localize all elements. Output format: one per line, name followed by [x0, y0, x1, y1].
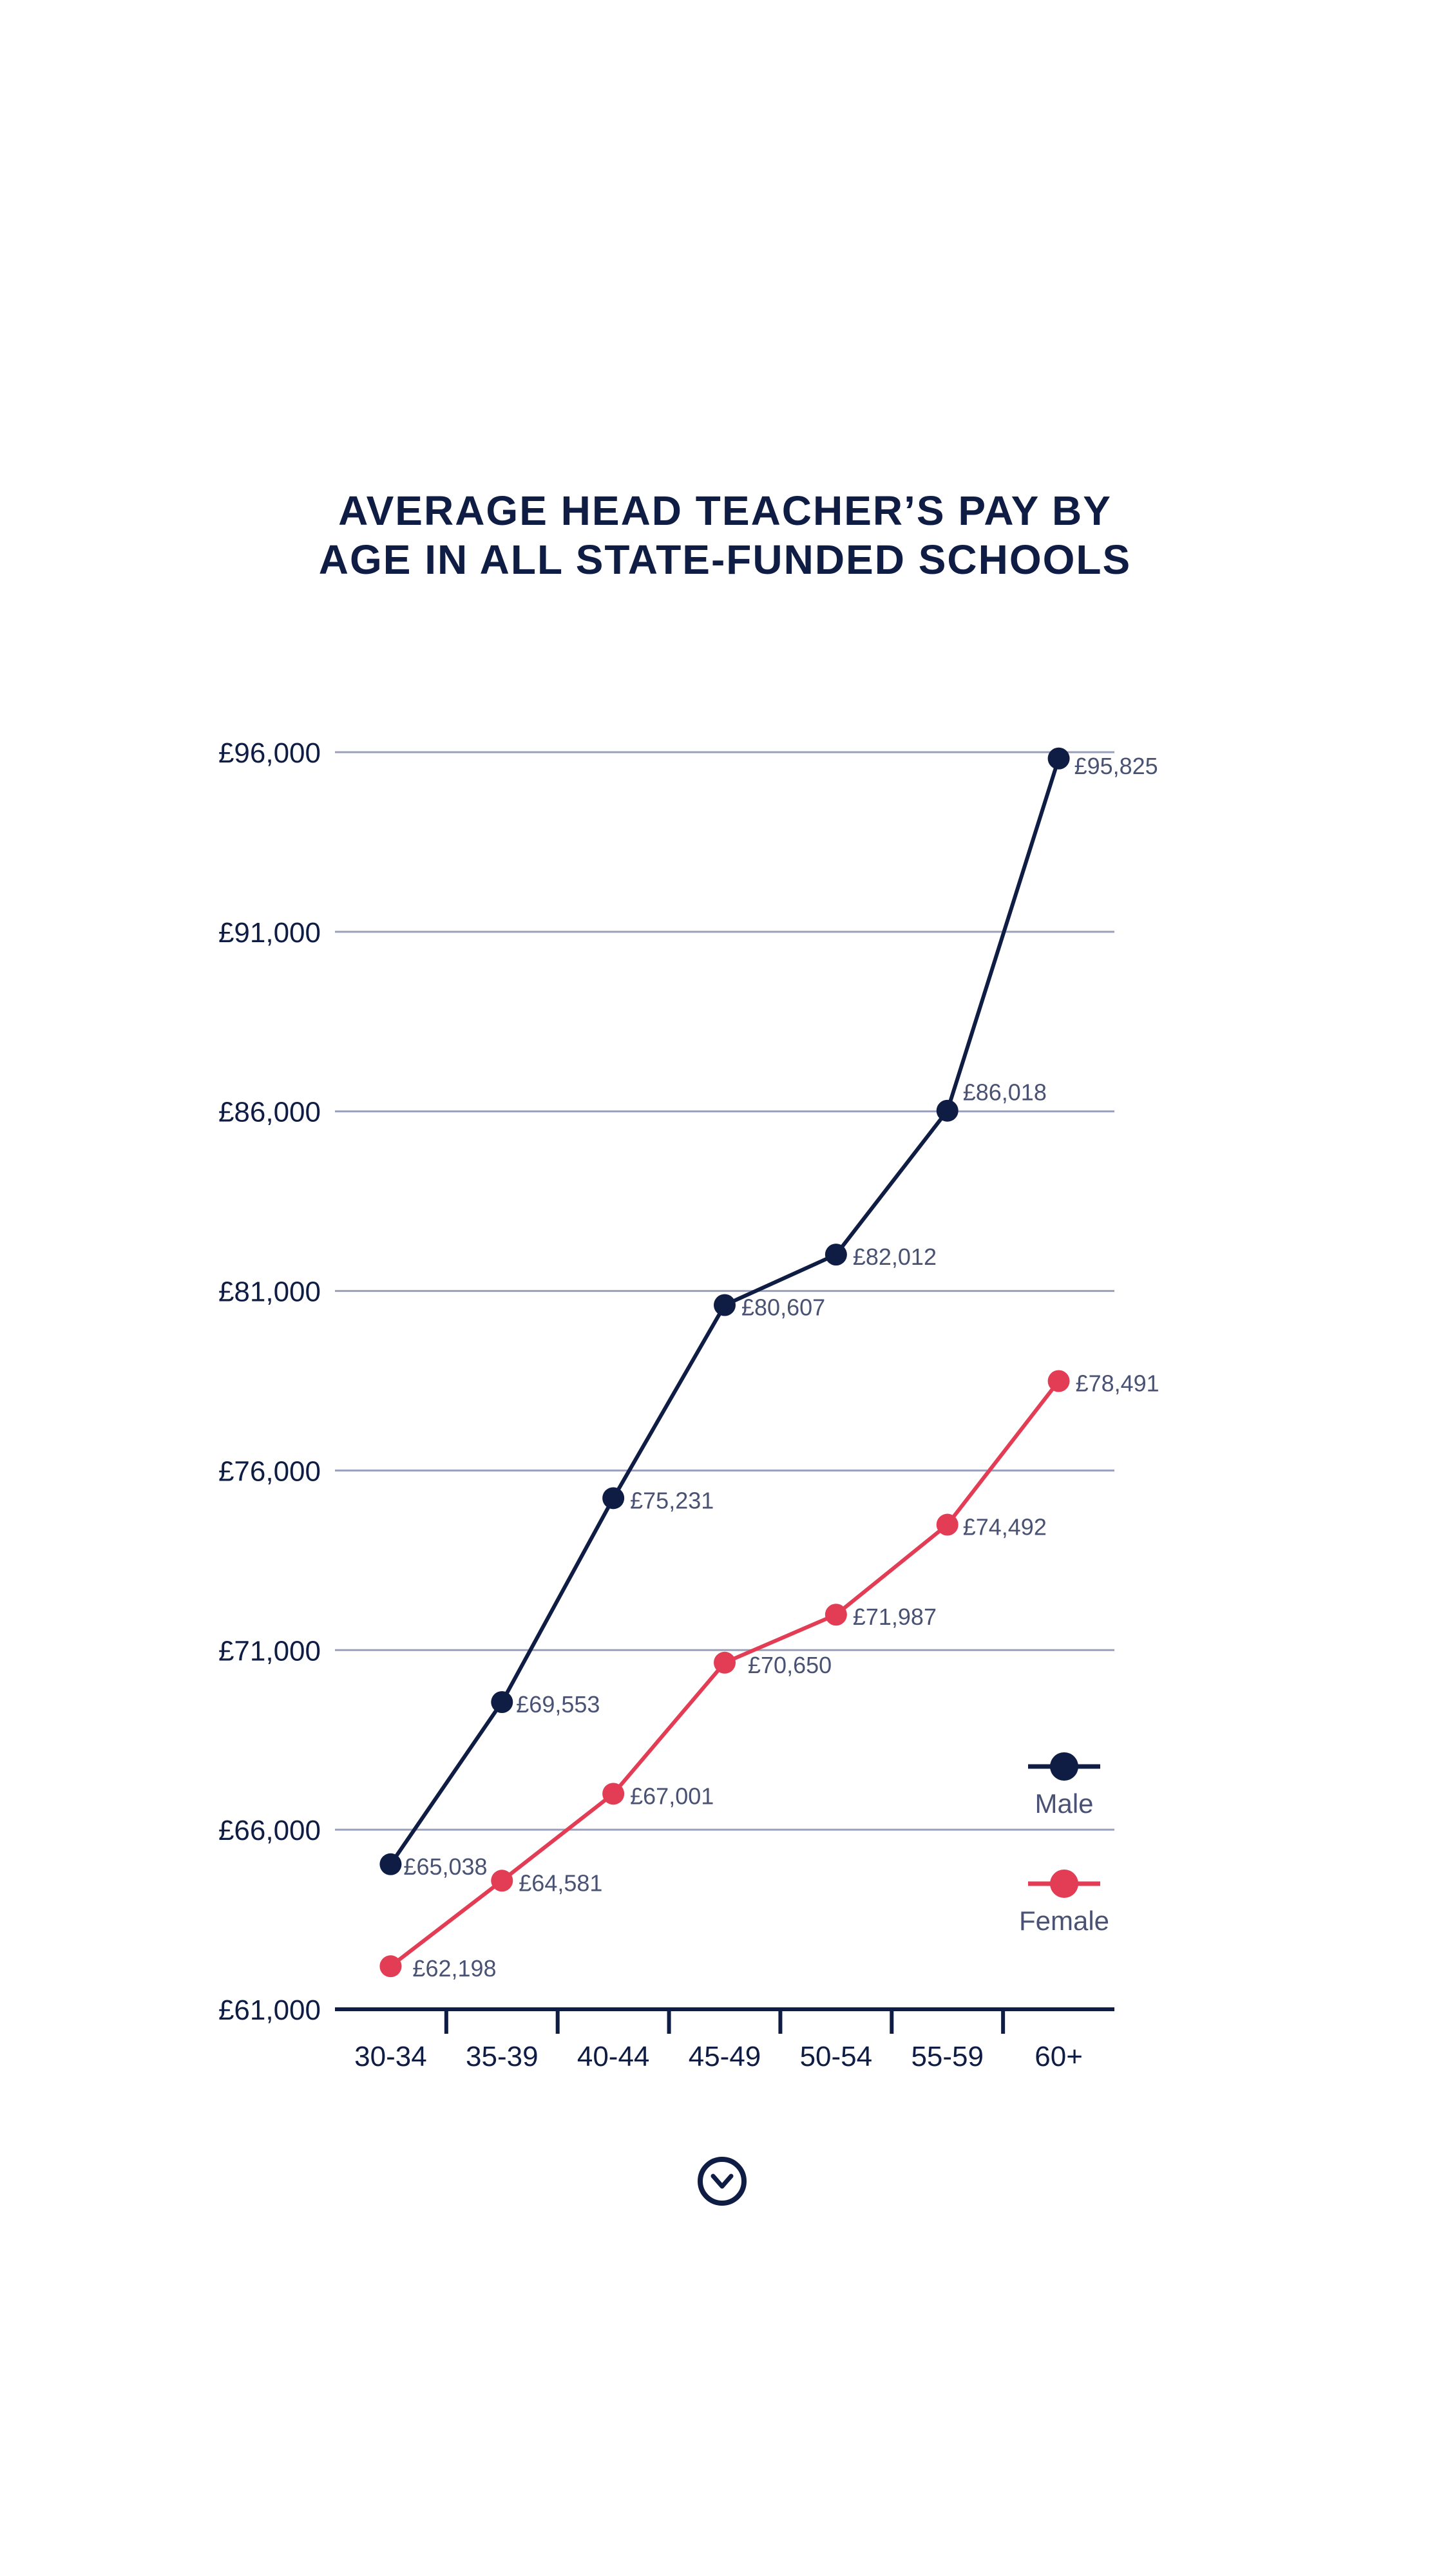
legend-item-male: Male	[1028, 1752, 1100, 1819]
data-label-male: £80,607	[741, 1294, 825, 1320]
data-label-female: £67,001	[630, 1783, 714, 1809]
x-tick-label: 40-44	[577, 2041, 650, 2072]
chart-title-line-2: AGE IN ALL STATE-FUNDED SCHOOLS	[318, 536, 1132, 583]
data-point-female	[1047, 1370, 1070, 1392]
y-tick-label: £91,000	[218, 917, 321, 949]
legend-label: Male	[1035, 1788, 1093, 1819]
data-point-female	[602, 1783, 625, 1805]
data-point-male	[936, 1099, 959, 1122]
x-axis	[335, 2007, 1114, 2034]
x-tick-label: 35-39	[466, 2041, 539, 2072]
y-tick-label: £71,000	[218, 1635, 321, 1667]
legend-label: Female	[1019, 1906, 1109, 1936]
data-point-male	[714, 1294, 736, 1316]
data-label-male: £86,018	[963, 1079, 1047, 1106]
y-tick-label: £76,000	[218, 1455, 321, 1487]
data-label-female: £71,987	[853, 1604, 937, 1630]
data-label-female: £78,491	[1076, 1370, 1159, 1397]
data-label-male: £65,038	[403, 1853, 487, 1880]
y-tick-label: £66,000	[218, 1815, 321, 1846]
x-tick-label: 60+	[1035, 2041, 1083, 2072]
legend-item-female: Female	[1019, 1870, 1109, 1936]
x-axis-labels: 30-34 35-39 40-44 45-49 50-54 55-59 60+	[354, 2041, 1083, 2072]
data-point-female	[936, 1513, 959, 1536]
data-point-male	[602, 1487, 625, 1510]
y-axis-labels: £61,000 £66,000 £71,000 £76,000 £81,000 £86,0…	[218, 737, 321, 2026]
chevron-down-icon	[711, 2174, 734, 2189]
legend: Male Female	[1019, 1752, 1109, 1936]
data-point-female	[379, 1955, 402, 1978]
y-tick-label: £86,000	[218, 1097, 321, 1128]
data-point-male	[825, 1244, 847, 1266]
data-point-male	[379, 1853, 402, 1875]
x-tick-label: 55-59	[911, 2041, 984, 2072]
data-point-male	[491, 1690, 513, 1713]
y-tick-label: £81,000	[218, 1276, 321, 1308]
data-label-male: £69,553	[516, 1691, 600, 1718]
data-label-male: £75,231	[630, 1487, 714, 1513]
x-tick-label: 45-49	[689, 2041, 761, 2072]
chart-title: AVERAGE HEAD TEACHER’S PAY BY AGE IN ALL…	[0, 486, 1450, 584]
y-tick-label: £61,000	[218, 1994, 321, 2026]
data-point-female	[825, 1604, 847, 1626]
series: £65,038 £69,553 £75,231 £80,607 £82,012 £86,0…	[379, 747, 1159, 1982]
data-label-female: £70,650	[748, 1652, 832, 1678]
gridlines	[335, 751, 1114, 1831]
chart-title-line-1: AVERAGE HEAD TEACHER’S PAY BY	[338, 488, 1112, 534]
data-label-female: £74,492	[963, 1514, 1047, 1540]
scroll-down-button[interactable]	[698, 2157, 747, 2206]
x-tick-label: 30-34	[354, 2041, 427, 2072]
data-label-female: £64,581	[519, 1870, 602, 1896]
data-label-male: £95,825	[1074, 753, 1158, 779]
legend-marker	[1050, 1870, 1078, 1898]
x-tick-label: 50-54	[800, 2041, 873, 2072]
series-line-female	[389, 1379, 1060, 1968]
legend-marker	[1050, 1752, 1078, 1781]
data-point-female	[491, 1870, 513, 1892]
data-point-male	[1047, 747, 1070, 770]
y-tick-label: £96,000	[218, 737, 321, 769]
data-label-male: £82,012	[853, 1244, 937, 1270]
data-point-female	[714, 1651, 736, 1674]
data-label-female: £62,198	[412, 1955, 496, 1982]
